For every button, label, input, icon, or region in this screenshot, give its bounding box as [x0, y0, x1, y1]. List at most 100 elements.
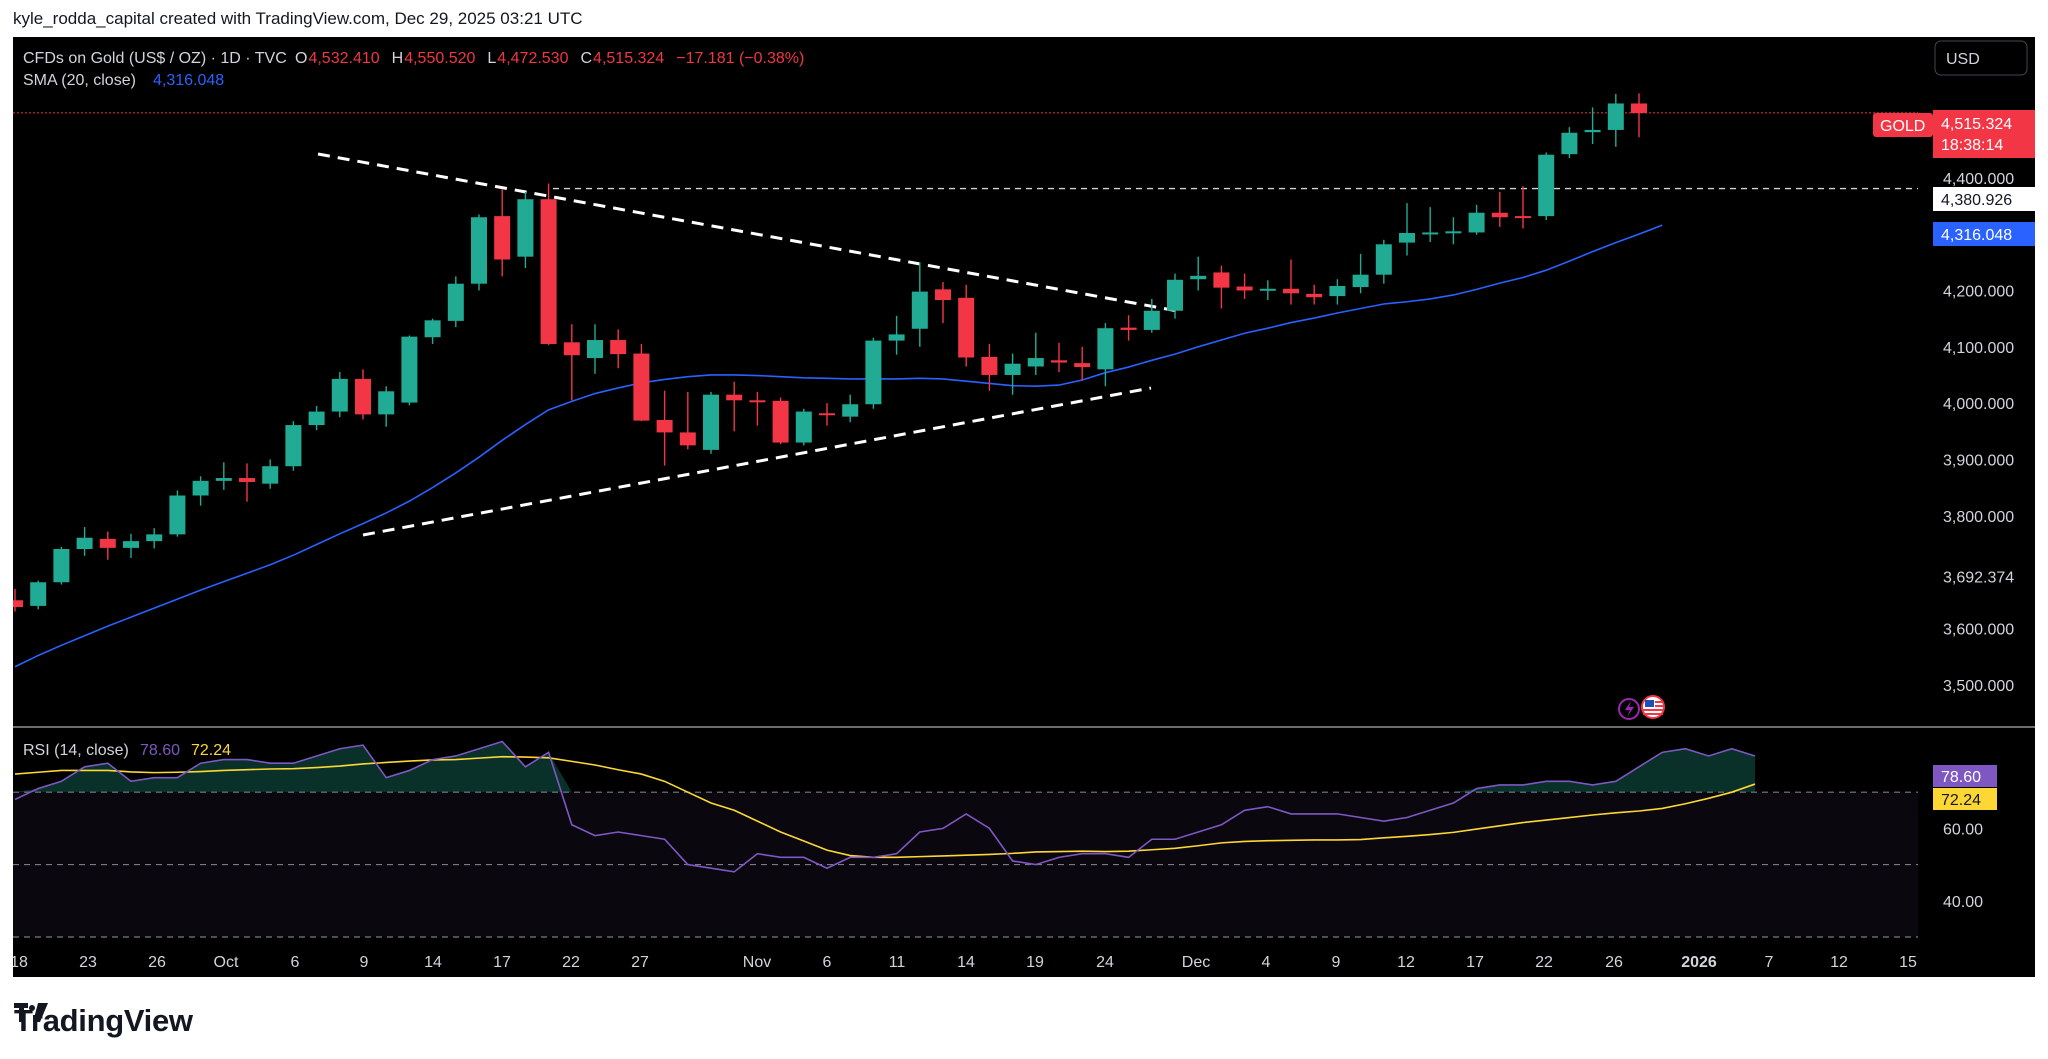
time-axis-label: 4 — [1262, 954, 1271, 971]
candle-body — [563, 342, 580, 356]
high-label: H — [392, 50, 404, 67]
close-label: C — [580, 50, 592, 67]
candle-body — [679, 432, 696, 446]
candle — [888, 315, 905, 355]
rsi-ma-line — [14, 755, 1756, 859]
candle-body — [1561, 132, 1578, 155]
candle-body — [1538, 154, 1555, 217]
candle — [285, 421, 302, 471]
created-by-line: kyle_rodda_capital created with TradingV… — [13, 9, 583, 28]
candle — [958, 284, 975, 367]
candle-body — [99, 538, 116, 548]
candle — [378, 386, 395, 427]
candle — [331, 372, 348, 418]
open-label: O — [295, 50, 307, 67]
candle-body — [447, 283, 464, 321]
candle — [192, 476, 209, 506]
time-axis-label: 22 — [1535, 954, 1553, 971]
candle-body — [1422, 232, 1439, 235]
candle-body — [30, 582, 47, 606]
currency-button[interactable]: USD — [1934, 40, 2028, 76]
candle-body — [1167, 279, 1183, 311]
candle-body — [13, 600, 23, 608]
candle-body — [865, 340, 882, 405]
candle — [99, 531, 116, 560]
currency-label: USD — [1946, 51, 1980, 68]
candle-body — [633, 353, 650, 421]
candle-body — [1399, 233, 1415, 243]
candle — [1074, 346, 1091, 381]
candles — [13, 93, 1647, 612]
time-axis-label: 12 — [1397, 954, 1415, 971]
time-axis-label: 9 — [1332, 954, 1341, 971]
time-axis-label: Dec — [1182, 954, 1210, 971]
level-badge-label: 4,380.926 — [1941, 192, 2012, 209]
time-axis-label: 24 — [1096, 954, 1114, 971]
candle — [842, 394, 859, 423]
candle — [517, 191, 534, 268]
candle-body — [1027, 358, 1044, 367]
candle — [1306, 284, 1323, 305]
candle-body — [308, 411, 325, 426]
candle — [633, 343, 650, 422]
candle — [1491, 191, 1508, 227]
candle — [865, 337, 882, 409]
candle-body — [1236, 286, 1253, 291]
candle — [772, 397, 789, 445]
rsi-badge: 78.60 — [1933, 765, 1997, 787]
candle-body — [215, 478, 232, 481]
candle — [1259, 280, 1276, 301]
time-axis-label: 17 — [493, 954, 511, 971]
candle — [656, 390, 673, 466]
candle — [795, 408, 812, 446]
chart-frame[interactable]: 3,500.000 3,600.000 3,692.374 3,800.000 3,90… — [13, 37, 2035, 977]
time-axis[interactable]: 18 23 26 Oct 6 9 14 17 22 27 Nov 6 11 14 19 24 Dec 4 9 12 17… — [13, 954, 1917, 971]
candle-body — [981, 356, 998, 375]
time-axis-label: Nov — [743, 954, 771, 971]
candle — [215, 462, 232, 490]
candle — [981, 343, 998, 391]
candle — [1515, 186, 1531, 229]
candle — [1004, 353, 1021, 395]
high-value: 4,550.520 — [404, 50, 475, 67]
candle-body — [1491, 212, 1508, 218]
candle — [935, 282, 951, 324]
sma-legend-value: 4,316.048 — [153, 72, 224, 89]
open-value: 4,532.410 — [308, 50, 379, 67]
candle — [1538, 152, 1555, 221]
legend-symbol: CFDs on Gold (US$ / OZ) · 1D · TVC — [23, 50, 287, 67]
candle-body — [331, 378, 348, 412]
candle — [703, 391, 719, 454]
time-axis-label: 15 — [1899, 954, 1917, 971]
flag-canton-icon — [1645, 700, 1654, 707]
candle-body — [1074, 363, 1091, 368]
candle-body — [123, 541, 139, 548]
event-icons[interactable] — [1618, 695, 1665, 720]
tradingview-brand[interactable]: TradingView — [14, 1003, 193, 1039]
trendline-lower — [362, 386, 1152, 537]
candle — [169, 490, 186, 537]
time-axis-label: 12 — [1830, 954, 1848, 971]
candle — [1607, 93, 1624, 147]
candle-body — [935, 289, 951, 301]
candle — [1329, 279, 1346, 305]
candle-body — [587, 340, 603, 359]
ohlc-legend: O 4,532.410 H 4,550.520 L 4,472.530 C 4,… — [295, 50, 804, 67]
candle — [471, 214, 487, 291]
price-axis-label: 4,100.000 — [1943, 340, 2014, 357]
price-axis-label: 3,900.000 — [1943, 452, 2014, 469]
candle-body — [1190, 275, 1207, 280]
time-axis-label: 17 — [1466, 954, 1484, 971]
candle-body — [1375, 244, 1392, 275]
candle — [1561, 127, 1578, 159]
candle — [1120, 315, 1137, 341]
candle — [146, 528, 163, 549]
candle-body — [958, 297, 975, 358]
close-value: 4,515.324 — [593, 50, 664, 67]
candle-body — [1097, 328, 1114, 370]
candle-body — [1329, 285, 1346, 297]
rsi-ma-badge-label: 72.24 — [1941, 792, 1981, 809]
gold-chart[interactable]: 3,500.000 3,600.000 3,692.374 3,800.000 3,90… — [13, 37, 2035, 977]
candle-body — [703, 394, 719, 450]
candle — [819, 403, 835, 426]
